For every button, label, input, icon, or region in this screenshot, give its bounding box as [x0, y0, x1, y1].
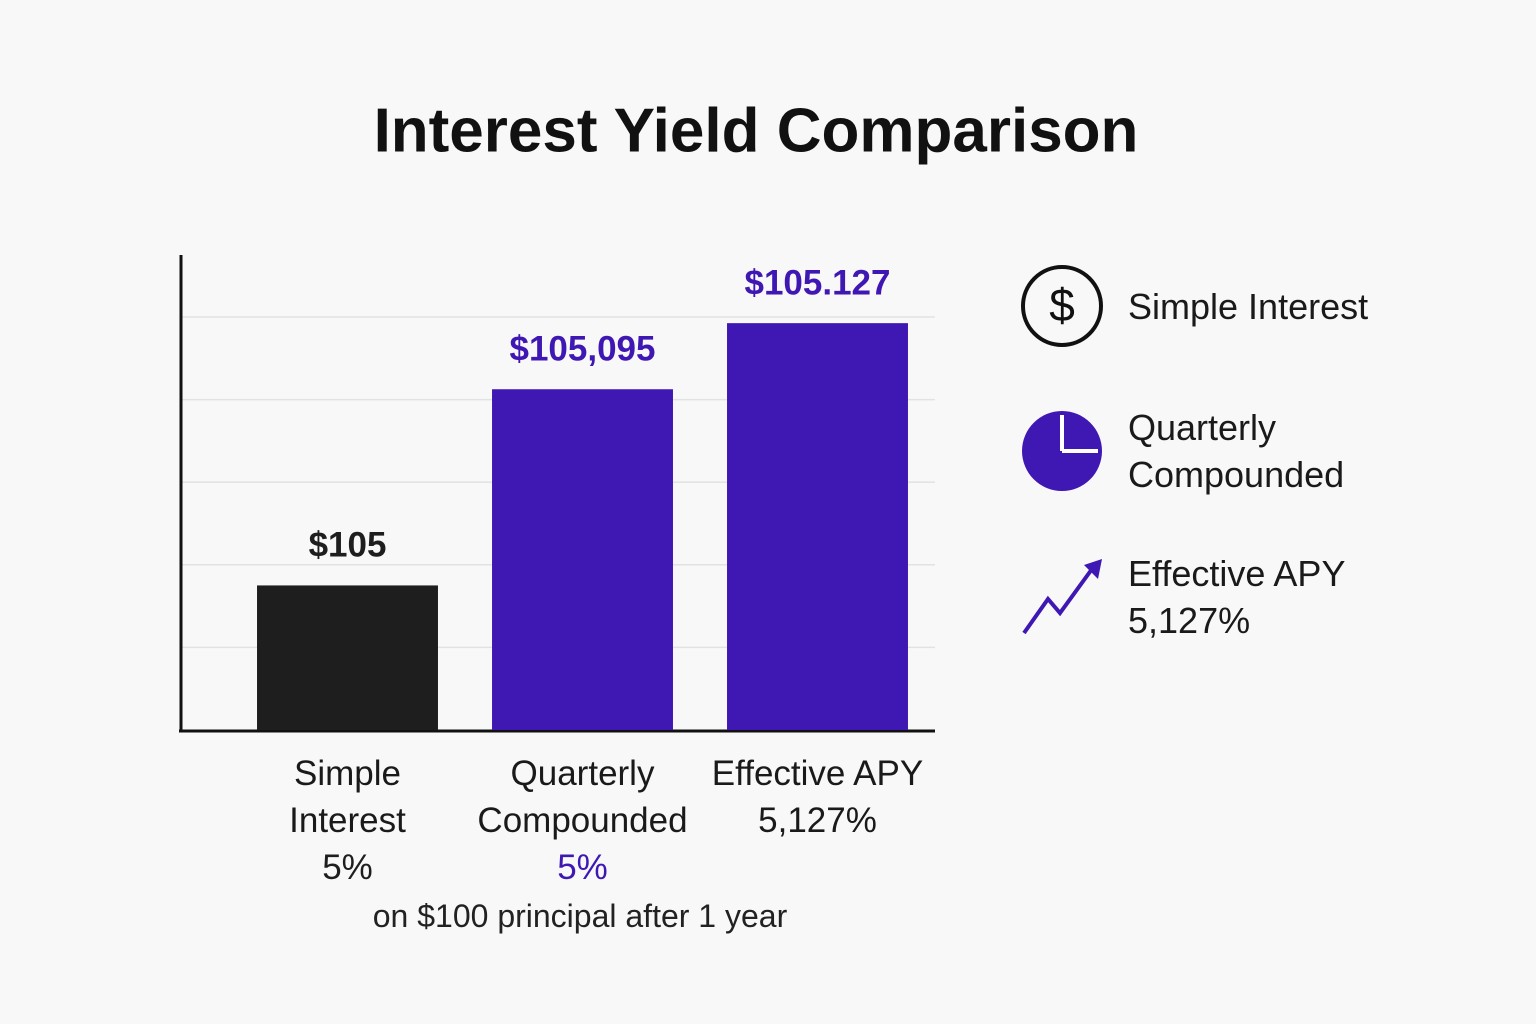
legend-label: Simple Interest [1128, 285, 1369, 327]
legend-icon: $ [1021, 265, 1103, 347]
x-tick-label: Effective APY 5,127% [711, 754, 924, 840]
bar [727, 323, 908, 730]
bar [257, 585, 438, 730]
chart-title: Interest Yield Comparison [374, 96, 1139, 165]
legend-icon [1022, 559, 1102, 635]
x-tick-label: Quarterly Compounded [477, 754, 688, 840]
legend-label: Quarterly Compounded [1128, 407, 1345, 495]
legend-item: $ Simple Interest [1020, 264, 1418, 348]
legend-item: Effective APY 5,127% [1020, 550, 1418, 644]
rate-label: 5% [557, 848, 608, 887]
svg-text:$: $ [1049, 279, 1075, 331]
value-label: $105 [309, 526, 387, 565]
x-tick-label-group: Effective APY 5,127% [706, 750, 930, 844]
rate-label: 5% [322, 848, 373, 887]
legend-item: Quarterly Compounded [1020, 404, 1418, 498]
x-tick-label-group: Simple Interest 5% [236, 750, 460, 891]
value-label: $105.127 [745, 263, 891, 302]
legend-label: Effective APY 5,127% [1128, 553, 1345, 641]
legend-icon [1022, 411, 1102, 491]
value-label: $105,095 [510, 329, 656, 368]
x-tick-label: Simple Interest [289, 754, 406, 840]
note: on $100 principal after 1 year [372, 898, 788, 934]
bar [492, 389, 673, 730]
x-tick-label-group: Quarterly Compounded 5% [471, 750, 695, 891]
